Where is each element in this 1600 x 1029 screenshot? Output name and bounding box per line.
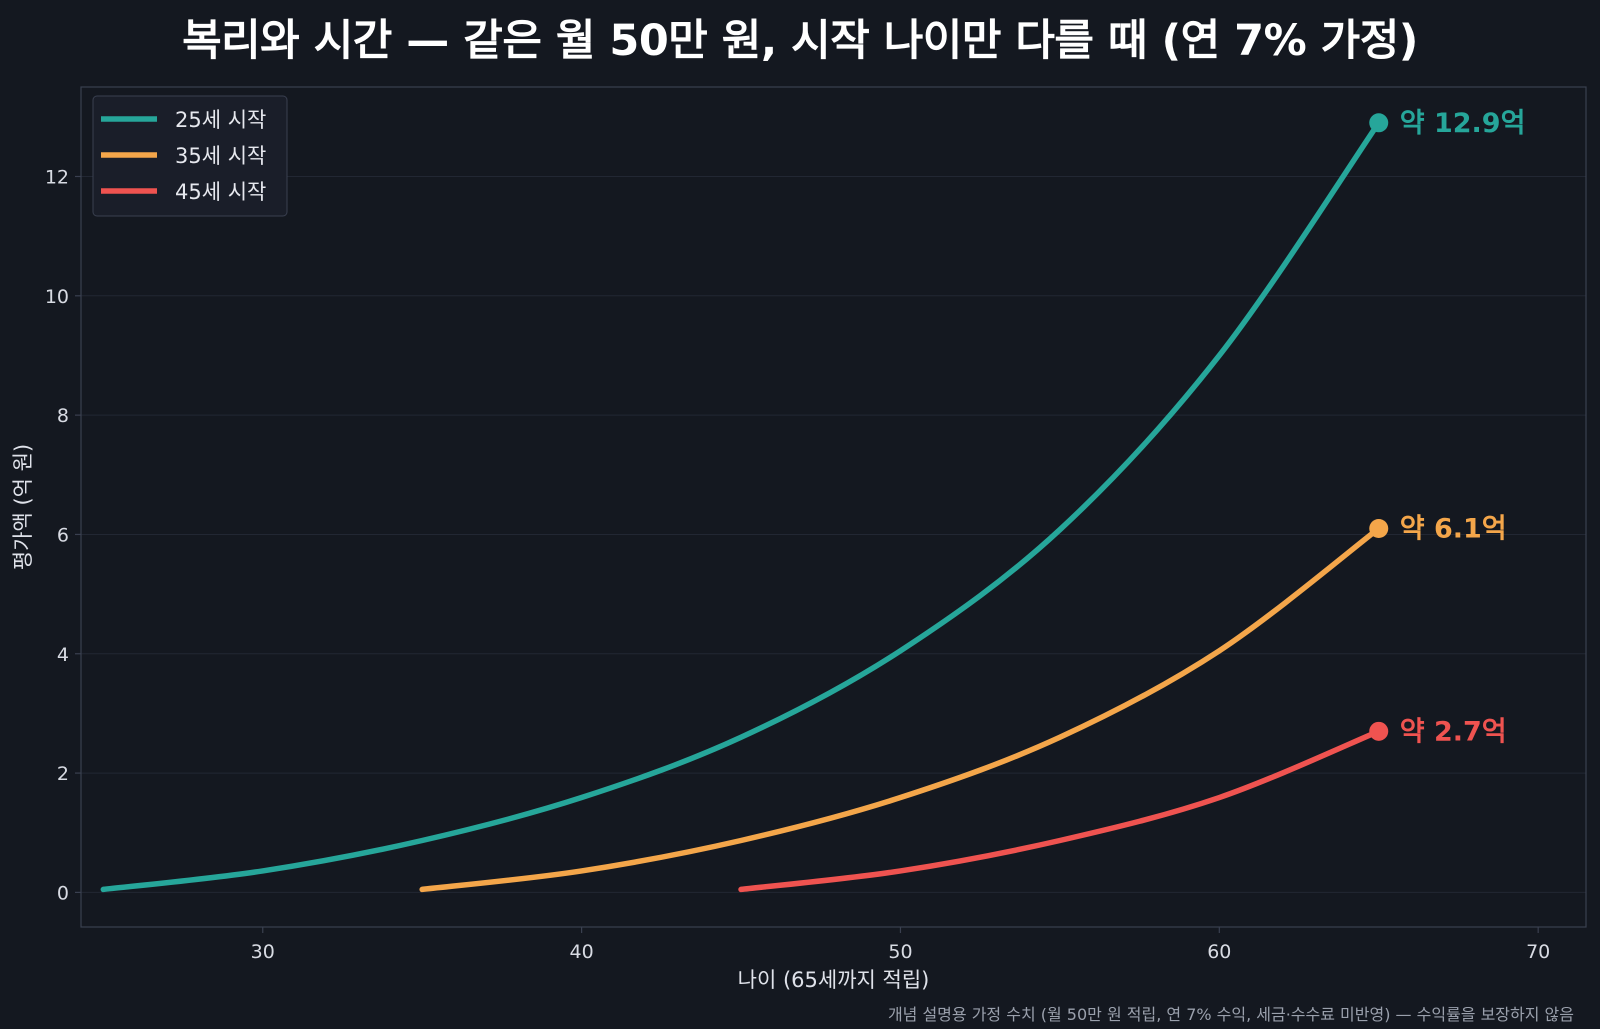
y-tick-label: 10	[45, 286, 69, 308]
x-tick-label: 60	[1207, 941, 1231, 963]
end-point-marker	[1369, 721, 1389, 741]
axis-ticks: 0 2 4 6 8 10 12 30 40 50 60 70	[45, 166, 1550, 963]
x-tick-label: 30	[251, 941, 275, 963]
y-tick-label: 0	[57, 882, 69, 904]
end-value-label: 약 6.1억	[1400, 513, 1507, 544]
x-tick-label: 50	[888, 941, 912, 963]
series-line	[419, 525, 1382, 893]
x-tick-label: 40	[570, 941, 594, 963]
series-35: 약 6.1억	[419, 513, 1507, 893]
y-tick-label: 8	[57, 405, 69, 427]
chart-title: 복리와 시간 — 같은 월 50만 원, 시작 나이만 다를 때 (연 7% 가…	[182, 16, 1418, 66]
legend: 25세 시작 35세 시작 45세 시작	[92, 95, 288, 217]
series-line	[738, 728, 1382, 893]
footnote: 개념 설명용 가정 수치 (월 50만 원 적립, 연 7% 수익, 세금·수수…	[887, 1005, 1574, 1024]
end-point-marker	[1369, 518, 1389, 538]
legend-item: 45세 시작	[101, 180, 266, 204]
grid-lines	[81, 175, 1586, 893]
legend-label: 45세 시작	[175, 180, 266, 204]
legend-box	[92, 95, 288, 217]
end-value-label: 약 12.9억	[1400, 108, 1526, 139]
end-value-label: 약 2.7억	[1400, 716, 1507, 747]
series-line	[100, 120, 1382, 893]
y-tick-label: 2	[57, 763, 69, 785]
legend-label: 25세 시작	[175, 108, 266, 132]
y-tick-label: 4	[57, 644, 69, 666]
end-point-marker	[1369, 113, 1389, 133]
legend-item: 35세 시작	[101, 144, 266, 168]
series-45: 약 2.7억	[738, 716, 1507, 893]
legend-item: 25세 시작	[101, 108, 266, 132]
x-tick-label: 70	[1526, 941, 1550, 963]
series-group: 약 12.9억약 6.1억약 2.7억	[100, 108, 1526, 893]
plot-frame	[80, 86, 1587, 928]
y-axis-label: 평가액 (억 원)	[11, 444, 35, 570]
legend-label: 35세 시작	[175, 144, 266, 168]
x-axis-label: 나이 (65세까지 적립)	[738, 968, 930, 992]
series-25: 약 12.9억	[100, 108, 1526, 893]
y-tick-label: 12	[45, 166, 69, 188]
y-tick-label: 6	[57, 524, 69, 546]
